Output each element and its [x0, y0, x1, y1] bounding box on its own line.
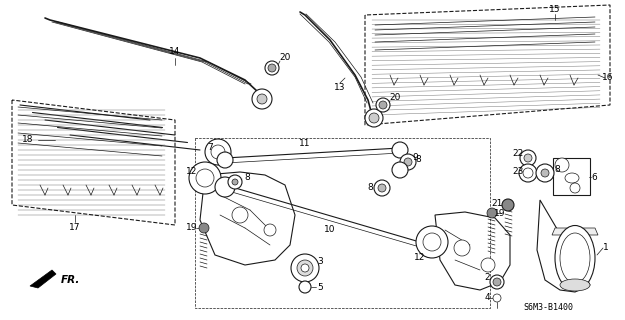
Text: 2: 2 — [484, 274, 490, 283]
Text: 23: 23 — [512, 167, 524, 177]
Circle shape — [291, 254, 319, 282]
Text: 5: 5 — [317, 283, 323, 292]
Text: 8: 8 — [244, 173, 250, 182]
Circle shape — [493, 294, 501, 302]
Circle shape — [481, 258, 495, 272]
Circle shape — [297, 260, 313, 276]
Text: S6M3-B1400: S6M3-B1400 — [523, 303, 573, 313]
Text: 22: 22 — [512, 149, 524, 158]
Text: 13: 13 — [334, 84, 346, 92]
Text: 9: 9 — [412, 154, 418, 163]
Circle shape — [189, 162, 221, 194]
Text: 16: 16 — [602, 74, 614, 83]
Circle shape — [404, 158, 412, 166]
Text: 15: 15 — [549, 5, 561, 14]
Circle shape — [217, 152, 233, 168]
Circle shape — [376, 98, 390, 112]
Circle shape — [215, 177, 235, 197]
Circle shape — [268, 64, 276, 72]
Circle shape — [416, 226, 448, 258]
Circle shape — [502, 199, 514, 211]
Text: 11: 11 — [299, 139, 311, 148]
Text: 8: 8 — [554, 165, 560, 174]
Circle shape — [257, 94, 267, 104]
Circle shape — [205, 139, 231, 165]
Ellipse shape — [555, 226, 595, 291]
Circle shape — [523, 168, 533, 178]
Text: FR.: FR. — [60, 275, 80, 285]
Text: 20: 20 — [279, 53, 291, 62]
Circle shape — [536, 164, 554, 182]
Circle shape — [228, 175, 242, 189]
Circle shape — [374, 180, 390, 196]
Circle shape — [378, 184, 386, 192]
Circle shape — [232, 207, 248, 223]
Circle shape — [301, 264, 309, 272]
Circle shape — [196, 169, 214, 187]
Text: 6: 6 — [591, 172, 597, 181]
Text: 7: 7 — [207, 143, 213, 153]
Circle shape — [299, 281, 311, 293]
Circle shape — [524, 154, 532, 162]
Circle shape — [379, 101, 387, 109]
Text: 18: 18 — [22, 135, 34, 145]
Circle shape — [264, 224, 276, 236]
Circle shape — [400, 154, 416, 170]
Circle shape — [493, 278, 501, 286]
Text: 12: 12 — [414, 253, 426, 262]
Circle shape — [211, 145, 225, 159]
Text: 19: 19 — [186, 223, 198, 233]
Circle shape — [265, 61, 279, 75]
Circle shape — [420, 237, 440, 257]
Text: 20: 20 — [389, 93, 401, 102]
Circle shape — [369, 113, 379, 123]
Text: 3: 3 — [317, 258, 323, 267]
Ellipse shape — [565, 173, 579, 183]
Text: 8: 8 — [415, 156, 421, 164]
Text: 21: 21 — [491, 199, 502, 209]
Text: 10: 10 — [324, 226, 336, 235]
Circle shape — [392, 162, 408, 178]
Text: 14: 14 — [169, 47, 181, 57]
Circle shape — [423, 233, 441, 251]
Circle shape — [487, 208, 497, 218]
Circle shape — [199, 223, 209, 233]
Text: 4: 4 — [484, 293, 490, 302]
Circle shape — [232, 179, 238, 185]
Circle shape — [365, 109, 383, 127]
Ellipse shape — [560, 233, 590, 283]
Circle shape — [541, 169, 549, 177]
Circle shape — [490, 275, 504, 289]
Circle shape — [252, 89, 272, 109]
Text: 17: 17 — [69, 223, 81, 233]
Text: 1: 1 — [603, 244, 609, 252]
Text: 12: 12 — [186, 167, 198, 177]
Circle shape — [392, 142, 408, 158]
Circle shape — [570, 183, 580, 193]
Polygon shape — [552, 228, 598, 235]
Ellipse shape — [560, 279, 590, 291]
Circle shape — [520, 150, 536, 166]
Circle shape — [519, 164, 537, 182]
Text: 19: 19 — [494, 209, 506, 218]
Circle shape — [555, 158, 569, 172]
Circle shape — [454, 240, 470, 256]
Text: 8: 8 — [367, 183, 373, 193]
Polygon shape — [30, 270, 56, 288]
